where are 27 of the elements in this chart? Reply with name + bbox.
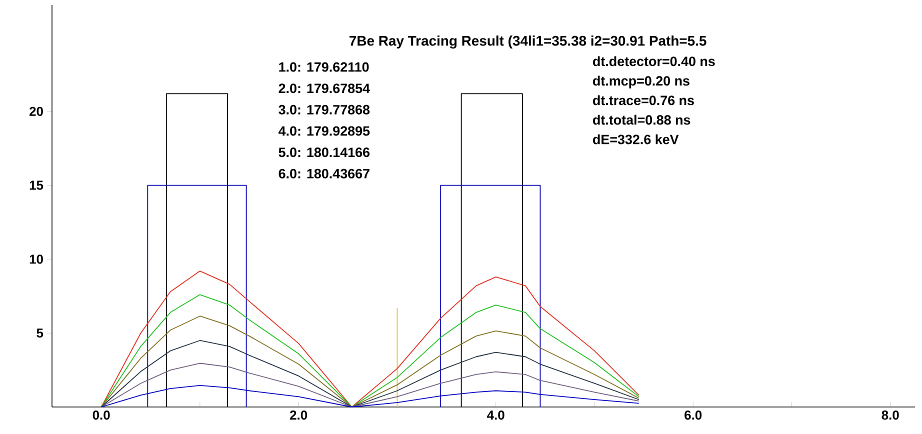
line-series [100, 384, 640, 408]
annotation: dt.detector=0.40 ns [593, 56, 715, 66]
line-series [100, 340, 640, 408]
y-tick-label: 5 [36, 328, 44, 338]
y-tick-label: 20 [30, 106, 43, 116]
annotation: 5.0: 180.14166 [278, 148, 370, 158]
annotation: 4.0: 179.92895 [278, 126, 370, 136]
annotation: dE=332.6 keV [593, 134, 679, 144]
line-series [100, 270, 640, 408]
x-tick-label: 0.0 [92, 410, 110, 420]
annotation: dt.mcp=0.20 ns [593, 76, 690, 88]
line-series [100, 294, 640, 408]
annotation: 3.0: 179.77868 [278, 104, 370, 114]
x-tick-label: 6.0 [684, 410, 702, 420]
x-tick-label: 2.0 [290, 410, 308, 420]
line-series [100, 316, 640, 408]
text: 7Be Ray Tracing Result (34li1=35.38 i2=30.91 Path=5.5 [350, 36, 706, 49]
y-tick-label: 15 [30, 180, 44, 190]
annotation: 6.0: 180.43667 [278, 168, 370, 178]
annotation: dt.total=0.88 ns [593, 114, 690, 125]
y-tick-label: 10 [30, 254, 43, 264]
annotation: dt.trace=0.76 ns [593, 95, 694, 106]
annotation: 1.0: 179.62110 [279, 62, 369, 72]
x-tick-label: 8.0 [882, 410, 899, 420]
line-series [100, 362, 640, 408]
annotation: 2.0: 179.67854 [278, 84, 370, 94]
x-tick-label: 4.0 [487, 410, 504, 420]
